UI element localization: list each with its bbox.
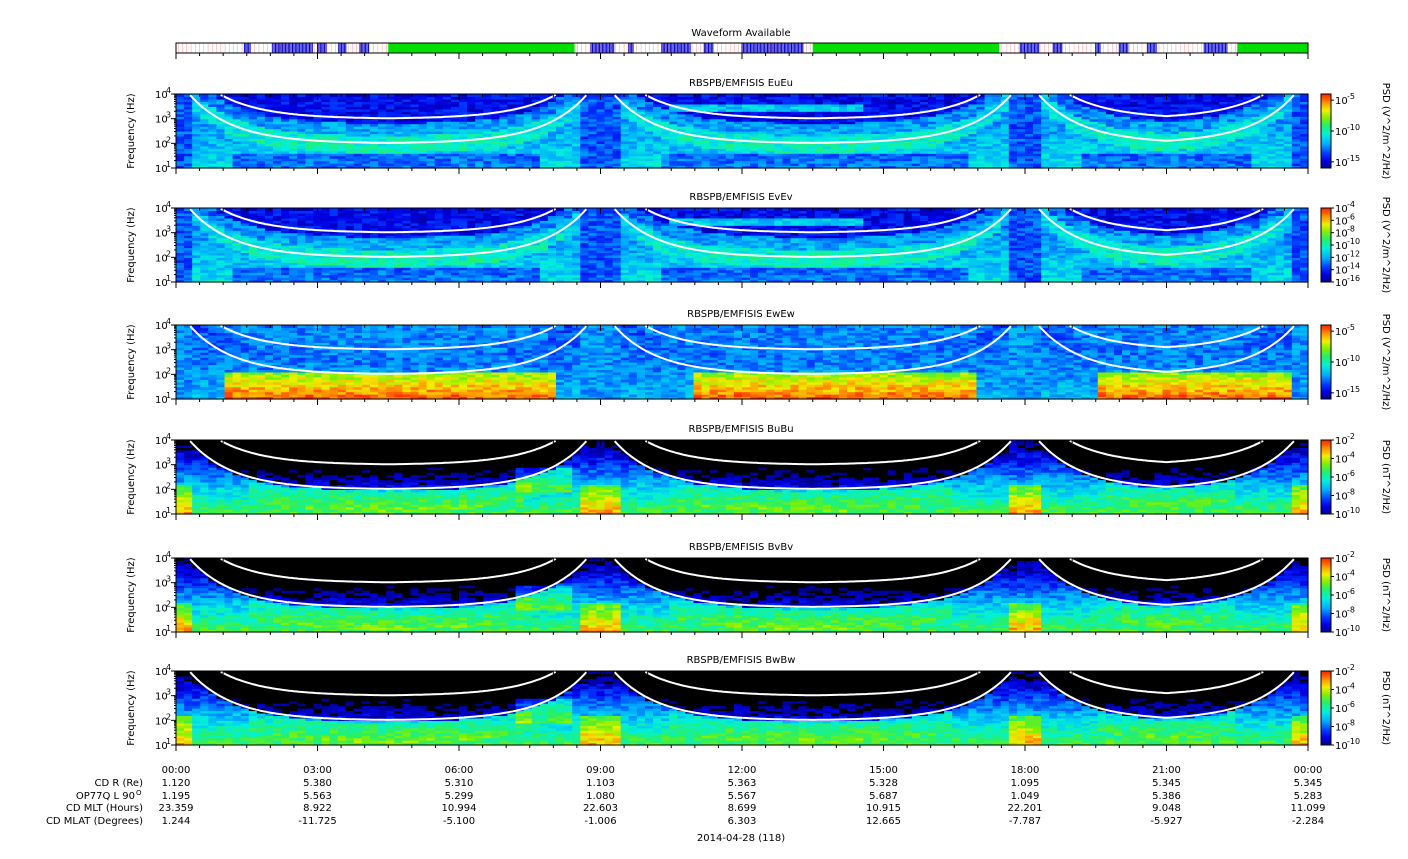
y-tick-exponent: 3 <box>166 111 171 120</box>
colorbar-tick-label: 10 <box>1335 158 1348 169</box>
waveform-availability-bar: Waveform Available <box>176 28 1308 59</box>
colorbar-tick-exponent: -10 <box>1347 123 1360 132</box>
colorbar-tick-exponent: -15 <box>1347 154 1360 163</box>
spectrogram-panels: RBSPB/EMFISIS EuEu101102103104Frequency … <box>126 78 1391 752</box>
colorbar-label: PSD (V^2/m^2/Hz) <box>1380 83 1391 180</box>
heatmap-cells <box>176 208 1309 283</box>
spectrogram-panel: RBSPB/EMFISIS EuEu101102103104Frequency … <box>126 78 1391 179</box>
panel-title: RBSPB/EMFISIS EvEv <box>689 192 792 203</box>
waveform-title: Waveform Available <box>691 28 790 39</box>
waveform-green-interval <box>1237 43 1308 53</box>
colorbar-tick-exponent: -5 <box>1347 92 1355 101</box>
heatmap-cells <box>176 94 1309 169</box>
y-tick-exponent: 1 <box>166 160 171 169</box>
waveform-green-interval <box>388 43 574 53</box>
y-tick-exponent: 2 <box>166 135 171 144</box>
panel-title: RBSPB/EMFISIS EuEu <box>689 78 793 89</box>
colorbar-tick-label: 10 <box>1335 96 1348 107</box>
waveform-green-interval <box>813 43 999 53</box>
y-axis-label: Frequency (Hz) <box>126 93 137 169</box>
spectrogram-panel: RBSPB/EMFISIS EvEv101102103104Frequency … <box>126 192 1391 293</box>
y-tick-exponent: 4 <box>166 86 171 95</box>
colorbar-tick-label: 10 <box>1335 127 1348 138</box>
colorbar <box>1321 94 1331 168</box>
